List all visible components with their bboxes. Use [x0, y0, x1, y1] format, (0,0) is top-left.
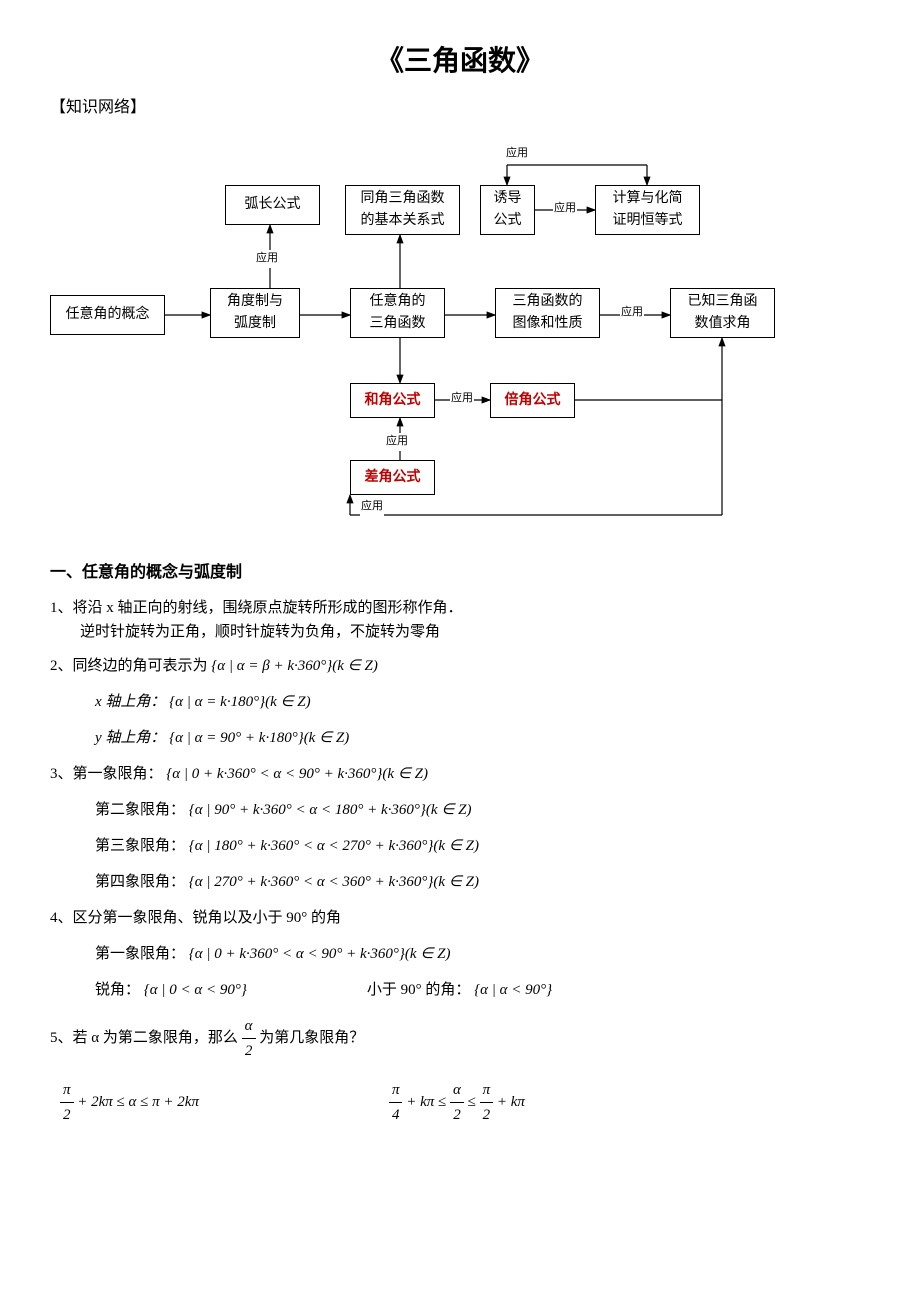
diagram-edge-label-6: 应用: [360, 498, 384, 516]
item-4-label: 4、区分第一象限角、锐角以及小于 90° 的角: [50, 906, 870, 930]
frac-den: 2: [242, 1039, 256, 1063]
diagram-node-n9: 已知三角函数值求角: [670, 288, 775, 338]
item-5-label-a: 5、若 α 为第二象限角，那么: [50, 1030, 238, 1046]
item-2-label: 2、同终边的角可表示为: [50, 658, 208, 674]
diagram-node-n5: 任意角的概念: [50, 295, 165, 335]
item-3-q4-label: 第四象限角：: [95, 874, 185, 890]
section-1-heading: 一、任意角的概念与弧度制: [50, 560, 870, 586]
item-2-formula-2: {α | α = k·180°}(k ∈ Z): [169, 694, 310, 710]
item-5-alpha-over-2: α 2: [242, 1014, 256, 1063]
diagram-node-n1: 弧长公式: [225, 185, 320, 225]
item-3-formula-4: {α | 270° + k·360° < α < 360° + k·360°}(…: [189, 874, 479, 890]
diagram-edge-label-5: 应用: [385, 433, 409, 451]
item-3-q3-label: 第三象限角：: [95, 838, 185, 854]
item-3-formula-2: {α | 90° + k·360° < α < 180° + k·360°}(k…: [189, 802, 472, 818]
diagram-edge-label-1: 应用: [553, 200, 577, 218]
item-2-formula-3: {α | α = 90° + k·180°}(k ∈ Z): [169, 730, 349, 746]
diagram-node-n10: 和角公式: [350, 383, 435, 418]
diagram-node-n11: 倍角公式: [490, 383, 575, 418]
knowledge-net-label: 【知识网络】: [50, 95, 870, 121]
diagram-edge-label-0: 应用: [505, 145, 529, 163]
item-3-formula-3: {α | 180° + k·360° < α < 270° + k·360°}(…: [189, 838, 479, 854]
item-3-label: 3、第一象限角：: [50, 766, 163, 782]
diagram-arrows: [50, 140, 870, 540]
frac-den: 2: [450, 1103, 464, 1127]
item-4-formula-2: {α | 0 < α < 90°}: [144, 982, 247, 998]
formula-text: + kπ ≤: [402, 1094, 450, 1110]
item-3-formula-1: {α | 0 + k·360° < α < 90° + k·360°}(k ∈ …: [166, 766, 428, 782]
item-4-formula-3: {α | α < 90°}: [474, 982, 552, 998]
item-2-y-label: y 轴上角：: [95, 730, 165, 746]
diagram-edge-label-3: 应用: [620, 304, 644, 322]
item-4-formula-1: {α | 0 + k·360° < α < 90° + k·360°}(k ∈ …: [189, 946, 451, 962]
diagram-node-n2: 同角三角函数的基本关系式: [345, 185, 460, 235]
item-2: 2、同终边的角可表示为 {α | α = β + k·360°}(k ∈ Z) …: [50, 654, 870, 750]
diagram-node-n6: 角度制与弧度制: [210, 288, 300, 338]
item-3: 3、第一象限角： {α | 0 + k·360° < α < 90° + k·3…: [50, 762, 870, 894]
formula-text: ≤: [464, 1094, 480, 1110]
formula-text: + 2kπ ≤ α ≤ π + 2kπ: [74, 1094, 199, 1110]
diagram-node-n3: 诱导公式: [480, 185, 535, 235]
frac-den: 2: [480, 1103, 494, 1127]
page-title: 《三角函数》: [50, 40, 870, 85]
item-3-q2-label: 第二象限角：: [95, 802, 185, 818]
frac-num: π: [389, 1078, 403, 1103]
diagram-node-n4: 计算与化简证明恒等式: [595, 185, 700, 235]
item-5-label-b: 为第几象限角？: [259, 1030, 364, 1046]
diagram-node-n7: 任意角的三角函数: [350, 288, 445, 338]
item-5-formula-1: π 2 + 2kπ ≤ α ≤ π + 2kπ: [60, 1078, 199, 1127]
item-2-x-label: x 轴上角：: [95, 694, 165, 710]
item-5-formula-2: π 4 + kπ ≤ α 2 ≤ π 2 + kπ: [389, 1078, 525, 1127]
diagram-edge-label-4: 应用: [450, 390, 474, 408]
knowledge-diagram: 弧长公式同角三角函数的基本关系式诱导公式 计算与化简证明恒等式任意角的概念 角度制与…: [50, 140, 870, 540]
item-4: 4、区分第一象限角、锐角以及小于 90° 的角 第一象限角： {α | 0 + …: [50, 906, 870, 1002]
item-4-lt90-label: 小于 90° 的角：: [367, 982, 471, 998]
frac-num: α: [242, 1014, 256, 1039]
frac-den: 4: [389, 1103, 403, 1127]
item-2-formula-1: {α | α = β + k·360°}(k ∈ Z): [211, 658, 378, 674]
item-5: 5、若 α 为第二象限角，那么 α 2 为第几象限角？ π 2 + 2kπ ≤ …: [50, 1014, 870, 1127]
item-4-q1-label: 第一象限角：: [95, 946, 185, 962]
diagram-edge-label-2: 应用: [255, 250, 279, 268]
diagram-node-n8: 三角函数的图像和性质: [495, 288, 600, 338]
formula-text: + kπ: [493, 1094, 525, 1110]
diagram-node-n12: 差角公式: [350, 460, 435, 495]
frac-num: α: [450, 1078, 464, 1103]
frac-num: π: [60, 1078, 74, 1103]
item-1: 1、将沿 x 轴正向的射线，围绕原点旋转所形成的图形称作角． 逆时针旋转为正角，…: [50, 596, 870, 644]
item-1-line-2: 逆时针旋转为正角，顺时针旋转为负角，不旋转为零角: [80, 620, 870, 644]
frac-den: 2: [60, 1103, 74, 1127]
frac-num: π: [480, 1078, 494, 1103]
item-4-acute-label: 锐角：: [95, 982, 140, 998]
item-1-line-1: 1、将沿 x 轴正向的射线，围绕原点旋转所形成的图形称作角．: [50, 596, 870, 620]
